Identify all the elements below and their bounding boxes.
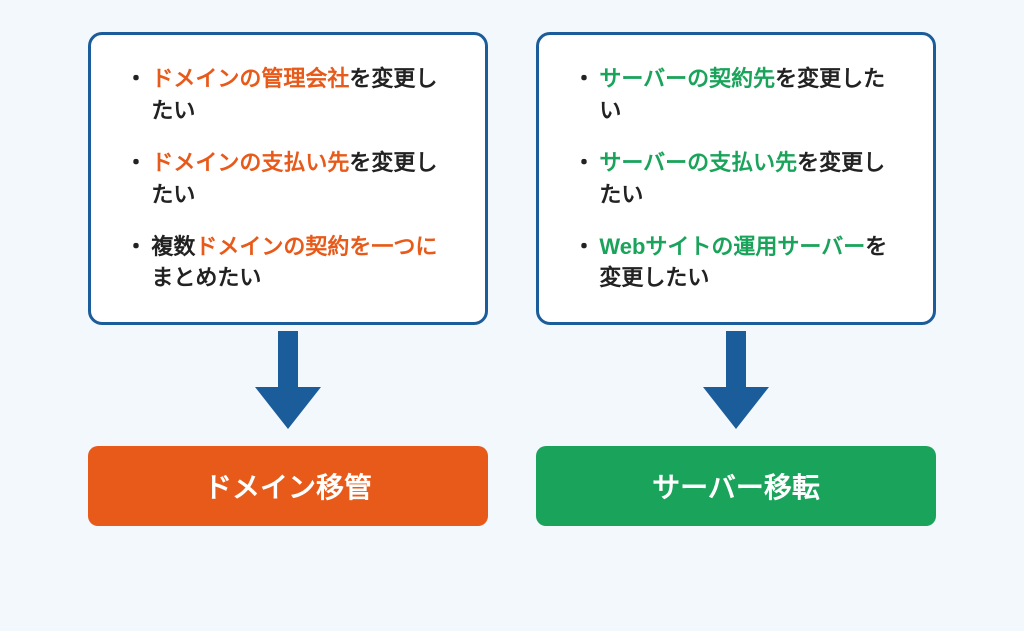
item-highlight: ドメインの管理会社 <box>151 66 349 91</box>
reasons-box-domain: ドメインの管理会社を変更したい ドメインの支払い先を変更したい 複数ドメインの契… <box>88 32 488 325</box>
reasons-box-server: サーバーの契約先を変更したい サーバーの支払い先を変更したい Webサイトの運用… <box>536 32 936 325</box>
item-highlight: ドメインの契約を一つに <box>195 234 437 259</box>
result-label-text: サーバー移転 <box>652 466 820 506</box>
arrow-path <box>703 331 769 429</box>
list-item: サーバーの支払い先を変更したい <box>573 147 905 211</box>
list-item: サーバーの契約先を変更したい <box>573 63 905 127</box>
column-domain: ドメインの管理会社を変更したい ドメインの支払い先を変更したい 複数ドメインの契… <box>88 32 488 591</box>
list-item: Webサイトの運用サーバーを変更したい <box>573 231 905 295</box>
result-label-domain: ドメイン移管 <box>88 446 488 526</box>
item-highlight: サーバーの支払い先 <box>599 150 797 175</box>
item-post: まとめたい <box>151 265 261 290</box>
arrow-path <box>255 331 321 429</box>
arrow-svg <box>701 331 771 431</box>
item-highlight: Webサイトの運用サーバー <box>599 234 865 259</box>
list-item: 複数ドメインの契約を一つにまとめたい <box>125 231 457 295</box>
result-label-server: サーバー移転 <box>536 446 936 526</box>
reasons-list-domain: ドメインの管理会社を変更したい ドメインの支払い先を変更したい 複数ドメインの契… <box>125 63 457 294</box>
item-pre: 複数 <box>151 234 195 259</box>
item-highlight: サーバーの契約先 <box>599 66 775 91</box>
result-label-text: ドメイン移管 <box>204 466 372 506</box>
arrow-down-icon <box>253 331 323 436</box>
item-highlight: ドメインの支払い先 <box>151 150 349 175</box>
arrow-svg <box>253 331 323 431</box>
arrow-down-icon <box>701 331 771 436</box>
reasons-list-server: サーバーの契約先を変更したい サーバーの支払い先を変更したい Webサイトの運用… <box>573 63 905 294</box>
column-server: サーバーの契約先を変更したい サーバーの支払い先を変更したい Webサイトの運用… <box>536 32 936 591</box>
list-item: ドメインの管理会社を変更したい <box>125 63 457 127</box>
list-item: ドメインの支払い先を変更したい <box>125 147 457 211</box>
